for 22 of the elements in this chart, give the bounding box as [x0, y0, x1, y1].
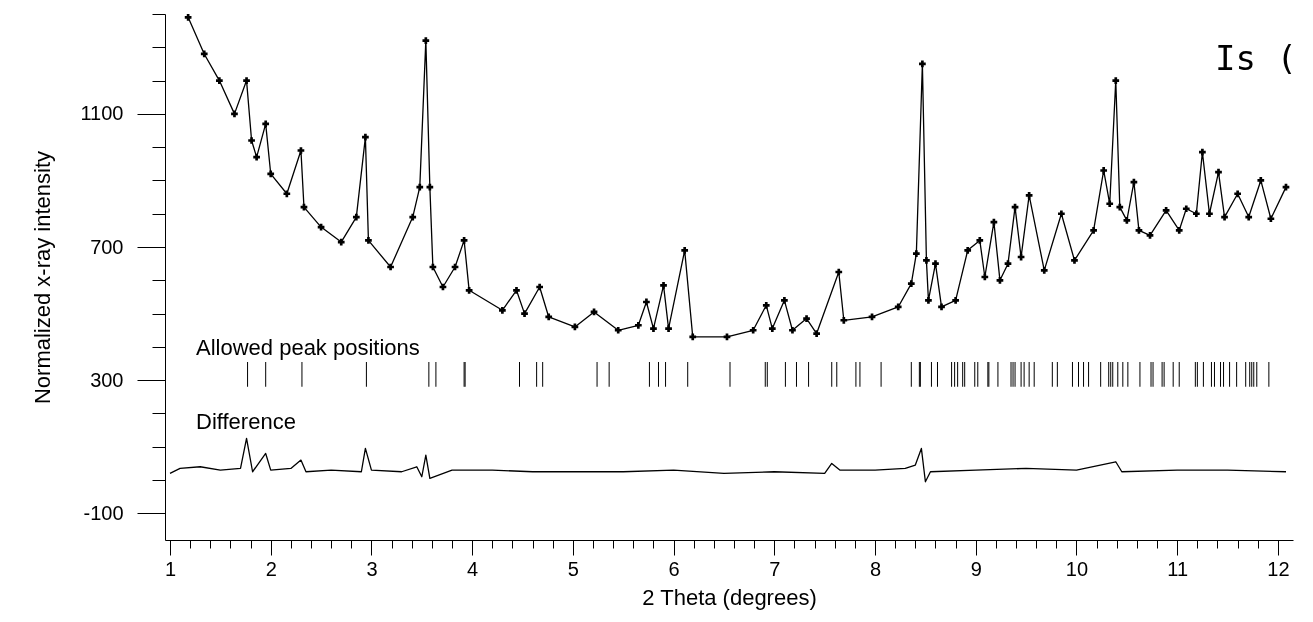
y-tick-label: 700 [90, 235, 124, 258]
series-label: Difference [196, 409, 296, 435]
y-tick-label: -100 [83, 501, 124, 524]
x-tick-label: 2 [265, 557, 277, 580]
x-tick-label: 11 [1167, 557, 1189, 580]
x-tick-label: 12 [1267, 557, 1290, 580]
x-tick-label: 1 [164, 557, 177, 580]
annotation: Is ( [1215, 38, 1297, 78]
x-tick-label: 10 [1065, 557, 1089, 580]
series-label: Allowed peak positions [196, 334, 420, 360]
y-axis-title: Normalized x-ray intensity [30, 150, 56, 405]
x-tick-label: 3 [366, 557, 378, 580]
x-tick-label: 5 [567, 557, 579, 580]
x-axis-title: 2 Theta (degrees) [642, 584, 817, 610]
y-tick-label: 300 [90, 368, 124, 391]
x-tick-label: 8 [869, 557, 882, 580]
x-tick-label: 6 [668, 557, 680, 580]
y-tick-label: 1100 [80, 102, 124, 125]
line-series [169, 437, 1287, 483]
x-tick-label: 4 [467, 557, 479, 580]
x-tick-label: 7 [769, 557, 781, 580]
x-tick-label: 9 [970, 557, 982, 580]
